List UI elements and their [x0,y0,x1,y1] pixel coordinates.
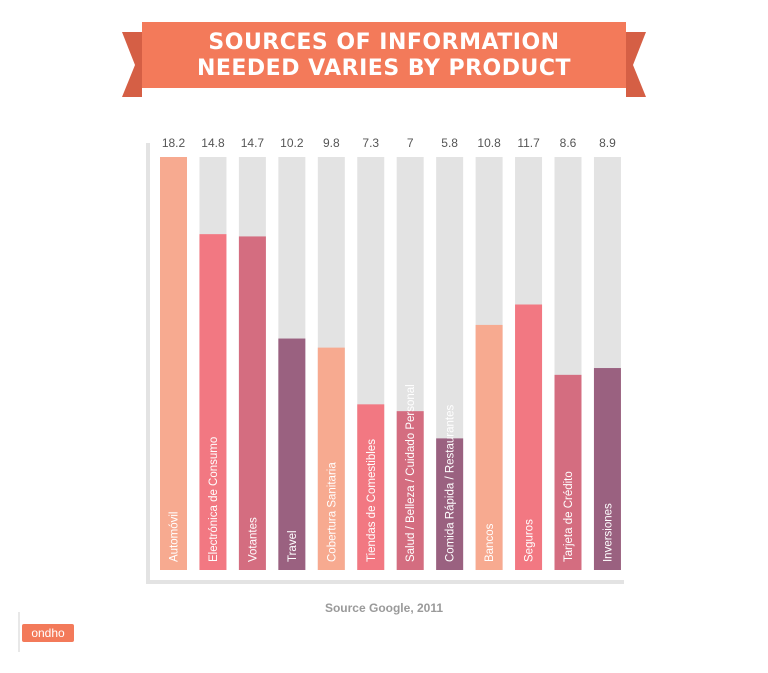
category-label: Comida Rápida / Restaurantes [445,405,457,562]
x-axis-line [146,580,624,584]
logo-rule [18,612,20,652]
value-label: 14.8 [201,136,225,150]
source-caption: Source Google, 2011 [0,601,768,615]
category-label: Tarjeta de Crédito [563,471,575,562]
category-label: Electrónica de Consumo [208,437,220,562]
logo-badge: ondho [22,624,74,642]
value-label: 8.9 [599,136,616,150]
value-label: 7 [407,136,414,150]
category-label: Cobertura Sanitaria [326,462,338,562]
bar [160,157,187,570]
value-label: 8.6 [560,136,577,150]
category-label: Seguros [524,519,536,562]
category-label: Automóvil [169,512,181,563]
y-axis-line [146,143,150,584]
category-label: Bancos [484,523,496,562]
value-label: 7.3 [362,136,379,150]
value-label: 10.8 [477,136,501,150]
value-label: 5.8 [441,136,458,150]
category-label: Votantes [247,517,259,562]
brand-logo: ondho [18,612,78,652]
value-label: 9.8 [323,136,340,150]
value-label: 18.2 [162,136,186,150]
value-label: 10.2 [280,136,304,150]
value-label: 14.7 [241,136,265,150]
category-label: Travel [287,530,299,562]
category-label: Inversiones [602,503,614,562]
value-label: 11.7 [517,136,540,150]
category-label: Tiendas de Comestibles [366,439,378,562]
bar-chart: 18.2 Automóvil 14.8 Electrónica de Consumo 1… [0,0,768,600]
category-label: Salud / Belleza / Cuidado Personal [405,384,417,562]
